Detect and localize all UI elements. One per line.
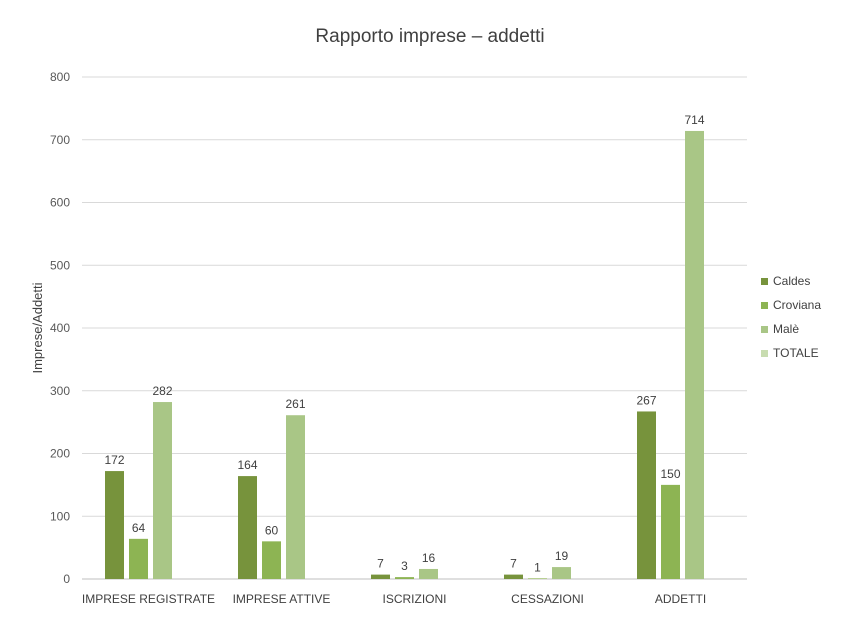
bar-croviana-3: [528, 578, 547, 579]
bar-mal-3: [552, 567, 571, 579]
y-tick-label: 300: [50, 384, 70, 398]
data-label: 150: [660, 467, 680, 481]
legend-swatch: [761, 278, 768, 285]
bar-caldes-1: [238, 476, 257, 579]
y-tick-label: 100: [50, 509, 70, 523]
data-label: 16: [422, 551, 436, 565]
x-category-label: ADDETTI: [655, 592, 706, 606]
x-category-label: CESSAZIONI: [511, 592, 584, 606]
x-axis-categories: IMPRESE REGISTRATE IMPRESE ATTIVE ISCRIZIO…: [82, 592, 706, 606]
x-category-label: ISCRIZIONI: [382, 592, 446, 606]
bars: [105, 130, 704, 579]
data-label: 19: [555, 549, 569, 563]
data-label: 64: [132, 521, 146, 535]
bar-caldes-0: [105, 471, 124, 579]
data-labels: 172 64 282 164 60 261 7 3 16 7 1 19 267 150 714: [104, 113, 704, 574]
data-label: 3: [401, 559, 408, 573]
y-tick-label: 700: [50, 133, 70, 147]
data-label: 164: [237, 458, 257, 472]
y-tick-label: 600: [50, 196, 70, 210]
data-label: 7: [510, 557, 517, 571]
bar-mal-1: [286, 415, 305, 579]
data-label: 1: [534, 560, 541, 574]
y-tick-label: 500: [50, 258, 70, 272]
chart-title: Rapporto imprese – addetti: [315, 26, 544, 47]
legend-label: Malè: [773, 322, 799, 336]
bar-croviana-4: [661, 484, 680, 579]
y-tick-label: 800: [50, 70, 70, 84]
data-label: 714: [684, 113, 704, 127]
y-axis-ticks: 0 100 200 300 400 500 600 700 800: [50, 70, 70, 586]
y-tick-label: 200: [50, 447, 70, 461]
legend-label: Caldes: [773, 274, 810, 288]
y-tick-label: 0: [63, 572, 70, 586]
bar-mal-4: [685, 130, 704, 579]
legend-swatch: [761, 350, 768, 357]
bar-mal-2: [419, 568, 438, 579]
x-category-label: IMPRESE ATTIVE: [233, 592, 331, 606]
bar-caldes-2: [371, 574, 390, 579]
legend: Caldes Croviana Malè TOTALE: [761, 274, 821, 360]
legend-swatch: [761, 326, 768, 333]
gridlines: [82, 76, 747, 580]
x-category-label: IMPRESE REGISTRATE: [82, 592, 215, 606]
legend-label: TOTALE: [773, 346, 819, 360]
data-label: 7: [377, 557, 384, 571]
bar-croviana-0: [129, 538, 148, 579]
legend-swatch: [761, 302, 768, 309]
data-label: 60: [265, 523, 279, 537]
legend-label: Croviana: [773, 298, 821, 312]
data-label: 261: [285, 397, 305, 411]
y-tick-label: 400: [50, 321, 70, 335]
bar-croviana-1: [262, 541, 281, 579]
bar-caldes-3: [504, 574, 523, 579]
data-label: 282: [152, 384, 172, 398]
bar-mal-0: [153, 402, 172, 579]
data-label: 267: [636, 393, 656, 407]
bar-croviana-2: [395, 577, 414, 579]
data-label: 172: [104, 453, 124, 467]
bar-caldes-4: [637, 411, 656, 579]
y-axis-label: Imprese/Addetti: [30, 282, 45, 373]
